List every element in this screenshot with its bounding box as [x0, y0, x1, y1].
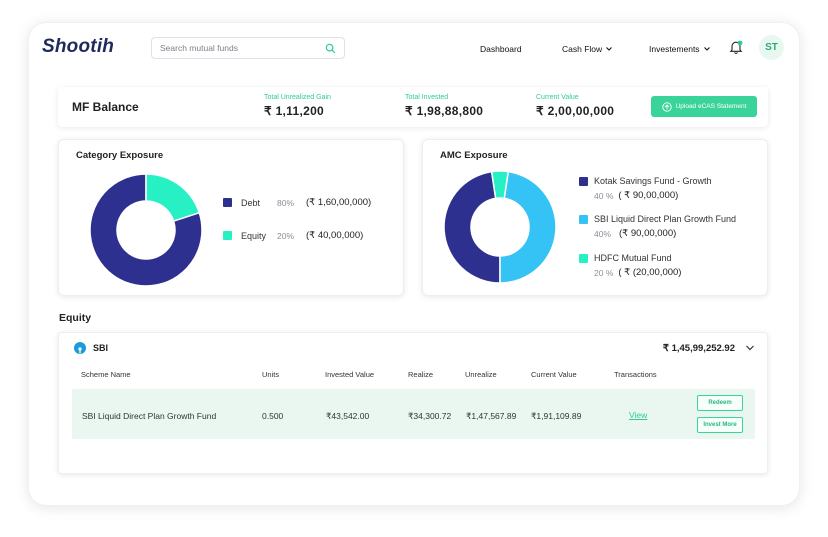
debt-percent: 80%: [277, 197, 295, 208]
amc-legend-hdfc: HDFC Mutual Fund: [579, 253, 672, 263]
current-value-label: Current Value: [536, 94, 579, 101]
amc-legend-kotak: Kotak Savings Fund - Growth: [579, 176, 712, 186]
view-transactions-link[interactable]: View: [629, 410, 648, 420]
invest-more-button[interactable]: Invest More: [697, 417, 743, 433]
kotak-percent: 40 %: [594, 190, 614, 201]
sbi-logo-icon: [74, 342, 86, 354]
current-value-stat: Current Value ₹ 2,00,00,000: [536, 94, 614, 118]
logo-text: Shootih: [42, 36, 115, 57]
realize-cell: ₹34,300.72: [408, 411, 452, 421]
hdfc-amount: ( ₹ (20,00,000): [618, 267, 682, 278]
equity-label: Equity: [241, 230, 267, 241]
category-slice-debt: [89, 173, 203, 287]
sbi-label: SBI Liquid Direct Plan Growth Fund: [594, 214, 737, 224]
col-units: Units: [262, 370, 280, 379]
fund-house-total: ₹ 1,45,99,252.92: [662, 343, 735, 354]
col-unrealize: Unrealize: [465, 370, 497, 379]
unrealized-gain-value: ₹ 1,11,200: [264, 104, 325, 118]
total-invested-value: ₹ 1,98,88,800: [405, 104, 484, 118]
equity-fund-card: SBI ₹ 1,45,99,252.92 Scheme Name Units I…: [58, 332, 768, 474]
mf-balance-title: MF Balance: [72, 100, 139, 114]
avatar-initials: ST: [765, 42, 778, 53]
search-placeholder: Search mutual funds: [160, 43, 238, 53]
amc-slice-kotak-savings-fund-growth: [443, 170, 501, 284]
category-slice-equity: [145, 173, 201, 222]
unrealized-gain-label: Total Unrealized Gain: [264, 94, 331, 101]
chevron-down-icon: [703, 47, 710, 51]
nav-investements-label: Investements: [649, 44, 700, 54]
app-logo[interactable]: Shootih: [42, 36, 114, 58]
equity-percent: 20%: [277, 230, 295, 241]
sbi-amount: (₹ 90,00,000): [619, 228, 677, 239]
col-transactions: Transactions: [614, 370, 657, 379]
debt-swatch: [223, 198, 232, 207]
hdfc-swatch: [579, 253, 588, 263]
unrealize-cell: ₹1,47,567.89: [466, 411, 517, 421]
nav-cash-flow[interactable]: Cash Flow: [562, 44, 613, 54]
search-input[interactable]: Search mutual funds: [151, 37, 345, 59]
upload-ecas-label: Upload eCAS Statement: [675, 103, 747, 110]
current-value-value: ₹ 2,00,00,000: [536, 104, 615, 118]
bell-icon[interactable]: [728, 39, 744, 55]
amc-legend-hdfc-values: 20 % ( ₹ (20,00,000): [594, 267, 681, 278]
amc-legend-sbi-values: 40% (₹ 90,00,000): [594, 228, 676, 239]
invested-cell: ₹43,542.00: [326, 411, 370, 421]
amc-exposure-title: AMC Exposure: [440, 150, 508, 161]
debt-amount: (₹ 1,60,00,000): [306, 197, 372, 208]
col-scheme-name: Scheme Name: [81, 370, 131, 379]
nav-dashboard-label: Dashboard: [480, 44, 522, 54]
debt-label: Debt: [241, 197, 261, 208]
col-current-value: Current Value: [531, 370, 577, 379]
category-exposure-title: Category Exposure: [76, 150, 164, 161]
table-row: SBI Liquid Direct Plan Growth Fund 0.500…: [72, 389, 755, 439]
equity-swatch: [223, 231, 232, 240]
category-legend-debt: Debt 80% (₹ 1,60,00,000): [223, 197, 371, 208]
scheme-name-cell: SBI Liquid Direct Plan Growth Fund: [82, 411, 217, 421]
chevron-down-icon[interactable]: [745, 343, 755, 353]
current-value-cell: ₹1,91,109.89: [531, 411, 582, 421]
avatar[interactable]: ST: [759, 35, 784, 60]
amc-donut-chart: [443, 170, 557, 284]
total-invested-stat: Total Invested ₹ 1,98,88,800: [405, 94, 483, 118]
sbi-swatch: [579, 214, 588, 224]
sbi-percent: 40%: [594, 228, 612, 239]
amc-legend-kotak-values: 40 % ( ₹ 90,00,000): [594, 190, 678, 201]
equity-amount: (₹ 40,00,000): [306, 230, 364, 241]
nav-investements[interactable]: Investements: [649, 44, 711, 54]
col-realize: Realize: [408, 370, 434, 379]
hdfc-percent: 20 %: [594, 267, 614, 278]
mf-balance-bar: MF Balance Total Unrealized Gain ₹ 1,11,…: [58, 87, 768, 127]
kotak-swatch: [579, 176, 588, 186]
category-legend-equity: Equity 20% (₹ 40,00,000): [223, 230, 363, 241]
amc-slice-sbi-liquid-direct-plan-growth-fund: [499, 170, 557, 284]
amc-legend-sbi: SBI Liquid Direct Plan Growth Fund: [579, 214, 736, 224]
category-donut-chart: [89, 173, 203, 287]
redeem-button[interactable]: Redeem: [697, 395, 743, 411]
search-icon[interactable]: [325, 43, 336, 54]
nav-cash-flow-label: Cash Flow: [562, 44, 603, 54]
fund-house-name: SBI: [93, 343, 109, 353]
equity-section-title: Equity: [59, 312, 92, 324]
amc-exposure-card: AMC Exposure Kotak Savings Fund - Growth…: [422, 139, 768, 296]
kotak-amount: ( ₹ 90,00,000): [618, 190, 679, 201]
units-cell: 0.500: [262, 411, 284, 421]
total-invested-label: Total Invested: [405, 94, 449, 101]
upload-icon: [661, 101, 672, 112]
chevron-down-icon: [606, 47, 613, 51]
category-exposure-card: Category Exposure Debt 80% (₹ 1,60,00,00…: [58, 139, 404, 296]
upload-ecas-button[interactable]: Upload eCAS Statement: [651, 96, 757, 117]
hdfc-label: HDFC Mutual Fund: [594, 253, 672, 263]
unrealized-gain-stat: Total Unrealized Gain ₹ 1,11,200: [264, 94, 331, 118]
nav-dashboard[interactable]: Dashboard: [480, 44, 522, 54]
col-invested-value: Invested Value: [325, 370, 375, 379]
kotak-label: Kotak Savings Fund - Growth: [594, 176, 712, 186]
